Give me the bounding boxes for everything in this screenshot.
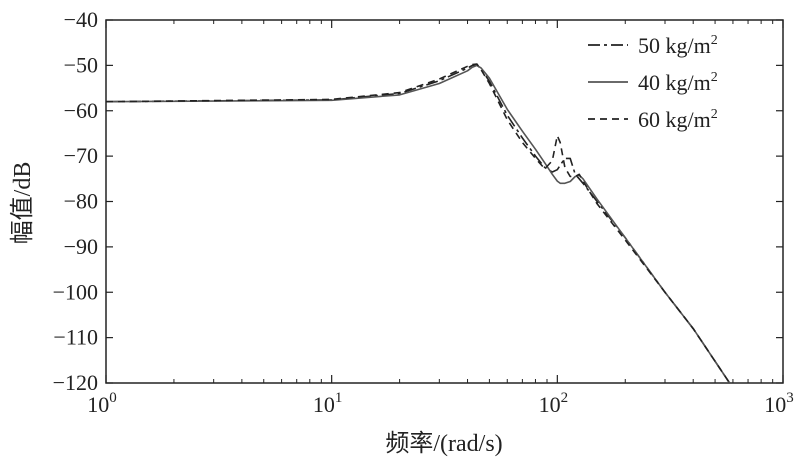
y-tick-label: −60: [64, 98, 98, 123]
x-tick-exponent: 2: [561, 390, 569, 406]
x-tick-label: 101: [313, 390, 343, 417]
x-tick-exponent: 3: [786, 390, 794, 406]
y-axis: −40 −50 −60 −70 −80 −90 −100 −110 −120: [53, 7, 783, 395]
y-tick-label: −90: [64, 234, 98, 259]
x-tick-label: 102: [539, 390, 569, 417]
legend-label-sup: 2: [711, 70, 718, 85]
legend-label: 60 kg/m2: [638, 107, 718, 132]
x-tick-base: 10: [764, 392, 786, 417]
x-tick-label: 103: [764, 390, 794, 417]
series-line-1: [106, 64, 731, 383]
legend-label-text: 40 kg/m: [638, 70, 711, 95]
y-tick-label: −50: [64, 52, 98, 77]
x-tick-base: 10: [539, 392, 561, 417]
series-layer: [106, 63, 731, 383]
legend-label-text: 60 kg/m: [638, 107, 711, 132]
legend-label: 50 kg/m2: [638, 33, 718, 58]
y-tick-label: −40: [64, 7, 98, 32]
legend-label-sup: 2: [711, 33, 718, 48]
series-line-2: [106, 63, 731, 383]
y-tick-label: −80: [64, 189, 98, 214]
x-tick-base: 10: [87, 392, 109, 417]
legend-label: 40 kg/m2: [638, 70, 718, 95]
y-tick-label: −120: [53, 370, 98, 395]
legend-label-text: 50 kg/m: [638, 33, 711, 58]
x-axis-title: 频率/(rad/s): [385, 430, 502, 457]
y-tick-label: −100: [53, 279, 98, 304]
y-axis-title: 幅值/dB: [9, 162, 36, 245]
series-line-0: [106, 64, 731, 383]
x-tick-exponent: 1: [335, 390, 343, 406]
x-tick-label: 100: [87, 390, 117, 417]
y-tick-label: −70: [64, 143, 98, 168]
x-tick-exponent: 0: [109, 390, 117, 406]
legend-label-sup: 2: [711, 107, 718, 122]
y-tick-label: −110: [53, 325, 98, 350]
x-tick-base: 10: [313, 392, 335, 417]
x-axis: 100 101 102 103: [87, 20, 794, 417]
